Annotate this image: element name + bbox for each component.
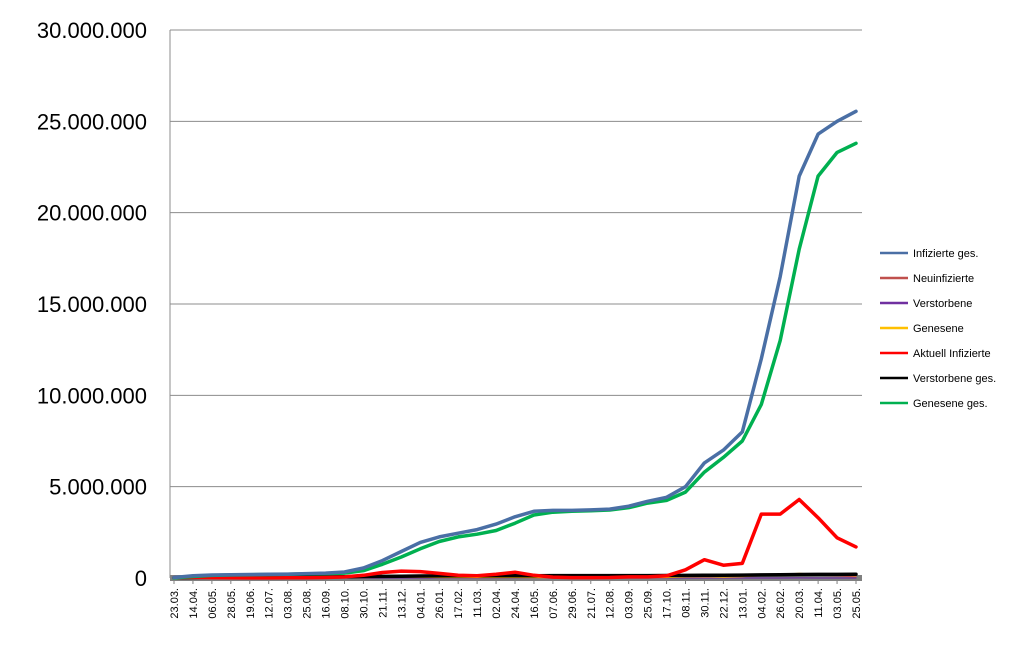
x-tick-label: 04.01. (415, 588, 427, 619)
y-axis: 0 5.000.000 10.000.000 15.000.000 20.000.000… (37, 18, 171, 591)
y-tick-label: 0 (135, 566, 147, 591)
x-tick-label: 03.09. (624, 588, 636, 619)
series-line-aktuell-infizierte (172, 497, 858, 580)
y-tick-label: 5.000.000 (49, 475, 147, 500)
x-tick-label: 28.05. (226, 588, 238, 619)
x-axis: 23.03. 14.04. 06.05. 28.05. 19.06. 12.07. 03.0… (169, 575, 863, 619)
x-tick-label: 13.01. (737, 588, 749, 619)
x-tick-label: 11.04. (813, 588, 825, 618)
legend-label-neuinfizierte: Neuinfizierte (913, 273, 974, 285)
x-tick-label: 30.11. (699, 588, 711, 618)
x-tick-label: 12.08. (605, 588, 617, 619)
y-tick-label: 10.000.000 (37, 383, 147, 408)
x-tick-label: 16.05. (529, 588, 541, 619)
y-tick-label: 20.000.000 (37, 201, 147, 226)
x-tick-label: 11.03. (472, 588, 484, 618)
x-tick-label: 25.08. (302, 588, 314, 619)
x-tick-label: 23.03. (169, 588, 181, 619)
x-tick-label: 20.03. (794, 588, 806, 619)
legend-label-genesene-ges-: Genesene ges. (913, 398, 988, 410)
x-tick-label: 08.10. (340, 588, 352, 619)
x-tick-label: 25.09. (643, 588, 655, 619)
x-tick-label: 03.08. (283, 588, 295, 619)
y-tick-label: 25.000.000 (37, 109, 147, 134)
y-tick-label: 30.000.000 (37, 18, 147, 43)
x-tick-label: 29.06. (567, 588, 579, 619)
x-tick-label: 13.12. (396, 588, 408, 619)
x-tick-label: 14.04. (188, 588, 200, 619)
x-tick-label: 02.04. (491, 588, 503, 619)
legend-label-aktuell-infizierte: Aktuell Infizierte (913, 348, 991, 360)
x-tick-label: 17.10. (662, 588, 674, 619)
x-tick-label: 21.07. (586, 588, 598, 619)
x-tick-label: 19.06. (245, 588, 257, 619)
x-tick-label: 30.10. (358, 588, 370, 619)
series-lines (172, 109, 858, 580)
series-line-infizierte-ges- (172, 109, 858, 580)
x-tick-label: 22.12. (718, 588, 730, 619)
x-tick-label: 03.05. (832, 588, 844, 619)
x-tick-label: 06.05. (207, 588, 219, 619)
gridlines (170, 29, 862, 488)
legend-label-infizierte-ges-: Infizierte ges. (913, 248, 978, 260)
legend-label-genesene: Genesene (913, 323, 964, 335)
legend: Infizierte ges. Neuinfizierte Verstorbene G… (880, 248, 996, 410)
series-line-genesene-ges- (172, 141, 858, 580)
x-tick-label: 12.07. (264, 588, 276, 619)
x-tick-label: 04.02. (756, 588, 768, 619)
x-tick-label: 25.05. (851, 588, 863, 619)
x-tick-label: 17.02. (453, 588, 465, 619)
y-tick-label: 15.000.000 (37, 292, 147, 317)
x-tick-label: 24.04. (510, 588, 522, 619)
x-tick-label: 08.11. (681, 588, 693, 618)
legend-label-verstorbene: Verstorbene (913, 298, 972, 310)
legend-label-verstorbene-ges-: Verstorbene ges. (913, 373, 996, 385)
x-tick-label: 26.02. (775, 588, 787, 619)
x-tick-label: 21.11. (377, 588, 389, 618)
x-tick-label: 07.06. (548, 588, 560, 619)
x-tick-label: 16.09. (321, 588, 333, 619)
x-tick-label: 26.01. (434, 588, 446, 619)
